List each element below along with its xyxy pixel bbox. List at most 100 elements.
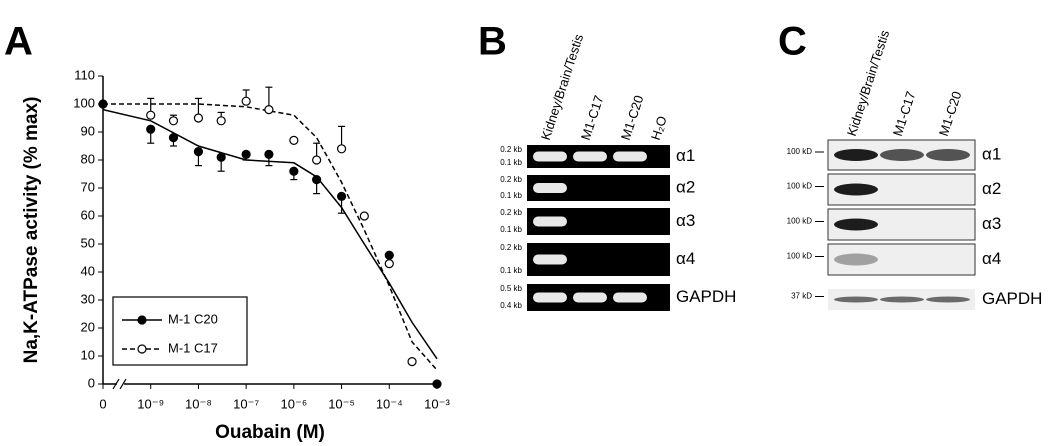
- marker-label: 0.2 kb: [500, 208, 522, 217]
- y-tick-label: 100: [73, 95, 95, 110]
- y-tick-label: 0: [88, 375, 95, 390]
- blot-band: [880, 149, 924, 161]
- axis-break: [112, 378, 120, 390]
- data-point: [289, 166, 299, 176]
- data-point: [146, 110, 156, 120]
- data-point: [312, 175, 322, 185]
- data-point: [432, 379, 442, 389]
- blot-band: [926, 296, 970, 303]
- data-point: [193, 113, 204, 123]
- lane-label: M1-C20: [936, 89, 965, 138]
- blot-band: [834, 296, 878, 303]
- marker-label: 0.1 kb: [500, 158, 522, 167]
- blot-band: [834, 218, 878, 231]
- x-tick-label: 0: [99, 396, 106, 411]
- x-tick-label: 10⁻⁹: [137, 396, 164, 411]
- blot-band: [834, 149, 878, 161]
- legend-box: [112, 296, 248, 366]
- marker-label: 0.2 kb: [500, 243, 522, 252]
- lane-label: Kidney/Brain/Testis: [844, 28, 893, 138]
- row-label: GAPDH: [676, 287, 736, 306]
- row-label: α3: [982, 214, 1001, 233]
- data-point: [384, 259, 394, 269]
- x-tick-label: 10⁻³: [424, 396, 450, 411]
- y-tick-label: 30: [81, 291, 95, 306]
- marker-label: 100 kD: [787, 217, 813, 226]
- y-tick-label: 110: [74, 67, 95, 82]
- blot-band: [834, 253, 878, 266]
- row-label: α2: [982, 179, 1001, 198]
- x-tick-label: 10⁻⁴: [376, 396, 403, 411]
- legend-label: M-1 C20: [168, 311, 218, 326]
- y-tick-label: 80: [81, 151, 95, 166]
- y-tick-label: 40: [81, 263, 95, 278]
- gel-band: [533, 183, 567, 193]
- fit-line: [103, 103, 438, 371]
- row-label: α1: [982, 144, 1001, 163]
- row-label: GAPDH: [982, 289, 1042, 308]
- data-point: [336, 144, 347, 154]
- row-label: α2: [676, 177, 695, 196]
- row-label: α4: [676, 249, 695, 268]
- lane-label: Kidney/Brain/Testis: [538, 32, 587, 142]
- y-tick-label: 70: [81, 179, 95, 194]
- data-point: [264, 104, 274, 115]
- x-tick-label: 10⁻⁶: [281, 396, 308, 411]
- gel-band: [533, 254, 567, 265]
- legend-marker: [137, 344, 147, 354]
- row-label: α4: [982, 249, 1001, 268]
- gel-band: [533, 292, 567, 303]
- legend-label: M-1 C17: [168, 340, 218, 355]
- x-tick-label: 10⁻⁵: [328, 396, 355, 411]
- x-tick-label: 10⁻⁷: [233, 396, 259, 411]
- data-point: [241, 96, 251, 106]
- y-tick-label: 60: [81, 207, 95, 222]
- gel-band: [573, 292, 607, 303]
- data-point: [289, 135, 299, 145]
- marker-label: 0.1 kb: [500, 266, 522, 275]
- gel-band: [613, 292, 647, 303]
- y-tick-label: 20: [81, 319, 95, 334]
- data-point: [168, 116, 179, 126]
- x-tick-label: 10⁻⁸: [185, 396, 212, 411]
- gel-band: [613, 151, 647, 162]
- data-point: [193, 147, 204, 157]
- gel-band: [573, 151, 607, 162]
- row-label: α3: [676, 211, 695, 230]
- axis-break: [119, 378, 127, 390]
- blot-band: [834, 183, 878, 196]
- data-point: [216, 152, 226, 162]
- legend-marker: [137, 315, 147, 325]
- blot-band: [880, 296, 924, 303]
- lane-label: M1-C17: [578, 93, 607, 142]
- marker-label: 0.2 kb: [500, 145, 522, 154]
- x-axis-label: Ouabain (M): [215, 422, 325, 443]
- y-tick-label: 90: [81, 123, 95, 138]
- data-point: [264, 149, 274, 159]
- gel-band: [533, 216, 567, 227]
- y-axis-label: Na,K-ATPase activity (% max): [21, 97, 42, 364]
- marker-label: 100 kD: [787, 182, 813, 191]
- marker-label: 0.2 kb: [500, 175, 522, 184]
- blot-strip: [827, 243, 976, 276]
- data-point: [216, 116, 226, 126]
- lane-label: M1-C20: [618, 93, 647, 142]
- marker-label: 0.5 kb: [500, 284, 522, 293]
- y-tick-label: 10: [81, 347, 95, 362]
- marker-label: 100 kD: [787, 147, 813, 156]
- marker-label: 0.1 kb: [500, 225, 522, 234]
- marker-label: 100 kD: [787, 252, 813, 261]
- row-label: α1: [676, 146, 695, 165]
- panel-label: A: [4, 20, 33, 64]
- marker-label: 0.4 kb: [500, 301, 522, 310]
- lane-label: H₂O: [648, 114, 670, 142]
- marker-label: 0.1 kb: [500, 191, 522, 200]
- panel-label: C: [778, 20, 807, 64]
- data-point: [312, 155, 322, 165]
- data-point: [336, 191, 347, 201]
- data-point: [359, 211, 369, 221]
- data-point: [241, 149, 251, 159]
- lane-label: M1-C17: [890, 89, 919, 138]
- blot-band: [926, 149, 970, 161]
